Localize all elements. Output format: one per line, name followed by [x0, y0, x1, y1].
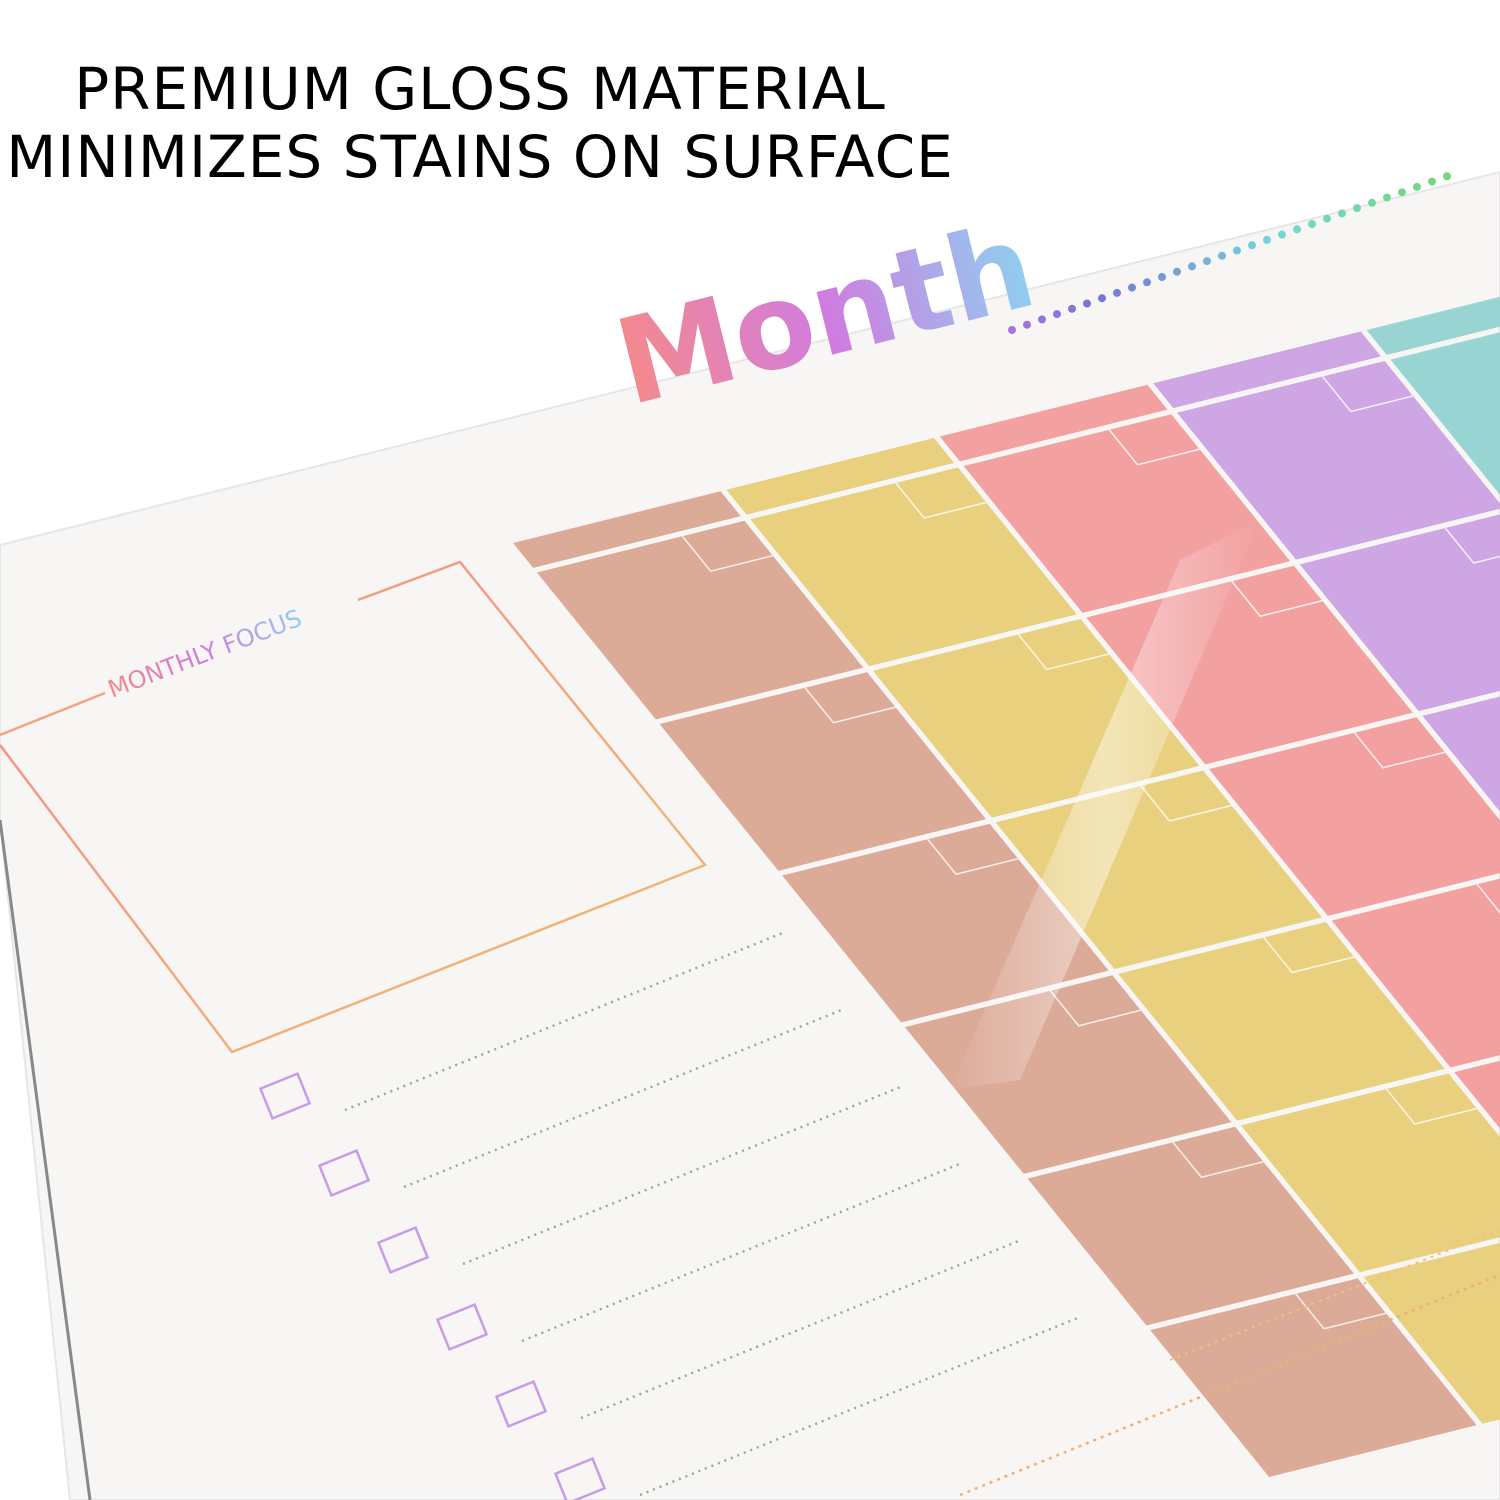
day-cell — [1177, 361, 1500, 560]
decor-dot — [1188, 262, 1196, 271]
decor-dot — [1293, 225, 1301, 234]
headline: PREMIUM GLOSS MATERIAL MINIMIZES STAINS … — [0, 55, 960, 191]
decor-dot — [1248, 241, 1256, 250]
headline-line: PREMIUM GLOSS MATERIAL — [74, 55, 886, 123]
decor-dot — [1383, 193, 1391, 202]
dotted-line — [959, 1273, 1500, 1497]
decor-dot — [1338, 209, 1346, 218]
decor-dot — [1323, 214, 1331, 223]
decor-dot — [1263, 235, 1271, 244]
checkbox — [317, 1149, 371, 1197]
day-cell — [1299, 514, 1500, 712]
date-box — [804, 687, 896, 724]
day-cell — [1027, 1126, 1354, 1326]
decor-dot — [1398, 188, 1406, 197]
day-cell — [1118, 922, 1445, 1121]
day-cell — [1209, 717, 1500, 916]
date-box — [895, 482, 987, 519]
date-box — [681, 535, 773, 573]
date-box — [1140, 785, 1232, 822]
day-cell — [659, 672, 987, 871]
header-cell — [726, 437, 955, 515]
day-cell — [1454, 1060, 1500, 1129]
header-cell — [939, 384, 1168, 462]
day-cell — [1240, 1073, 1500, 1273]
checkbox — [258, 1072, 312, 1120]
date-box — [1353, 732, 1446, 769]
checkbox — [494, 1380, 548, 1428]
decor-dot — [1098, 294, 1106, 303]
decor-dot — [1218, 251, 1226, 260]
date-box — [1444, 527, 1500, 564]
decor-dot — [1128, 283, 1136, 292]
decor-dot — [1053, 310, 1061, 319]
decor-dot — [1068, 304, 1076, 313]
day-cell — [1422, 696, 1500, 812]
day-cell — [536, 520, 864, 720]
date-box — [1476, 883, 1500, 914]
header-cell — [1366, 296, 1500, 355]
day-cell — [1331, 878, 1500, 1068]
decor-dot — [1413, 182, 1421, 191]
decor-dot — [1038, 315, 1046, 324]
date-box — [1322, 376, 1414, 413]
headline-line: MINIMIZES STAINS ON SURFACE — [6, 123, 954, 191]
focus-box-edge — [0, 691, 106, 737]
decor-dot — [1203, 257, 1211, 266]
day-cell — [1390, 332, 1500, 495]
header-cell — [1153, 331, 1381, 409]
decor-dot — [1278, 230, 1286, 239]
decor-dot — [1113, 288, 1121, 297]
checkbox — [435, 1303, 489, 1351]
date-box — [1295, 1293, 1387, 1330]
decor-dot — [1353, 204, 1361, 213]
decor-dot — [1428, 177, 1436, 186]
date-box — [927, 838, 1019, 876]
day-cell — [1150, 1278, 1477, 1477]
decor-dot — [1023, 320, 1031, 329]
day-cell — [750, 467, 1077, 667]
gloss-highlight — [950, 520, 1260, 1090]
date-box — [1385, 1088, 1477, 1125]
focus-box — [0, 560, 708, 1054]
date-box — [1172, 1141, 1264, 1179]
decor-dot — [1443, 172, 1451, 181]
checkbox — [553, 1457, 607, 1500]
planner-extras — [258, 172, 1500, 1500]
dotted-line — [1169, 1229, 1500, 1361]
header-cell — [513, 491, 741, 568]
date-box — [1049, 990, 1141, 1027]
date-box — [1263, 937, 1355, 974]
decor-dot — [1143, 278, 1151, 287]
decor-dot — [1368, 198, 1376, 207]
decor-dot — [1158, 273, 1166, 281]
date-box — [1231, 580, 1323, 618]
date-box — [1108, 429, 1200, 466]
decor-dot — [1008, 326, 1016, 334]
decor-dot — [1308, 220, 1316, 228]
checkbox — [376, 1226, 430, 1274]
decor-dot — [1173, 267, 1181, 276]
date-box — [1017, 634, 1110, 671]
decor-dot — [1083, 299, 1091, 308]
board-edge — [0, 819, 92, 1500]
decor-dot — [1233, 246, 1241, 255]
